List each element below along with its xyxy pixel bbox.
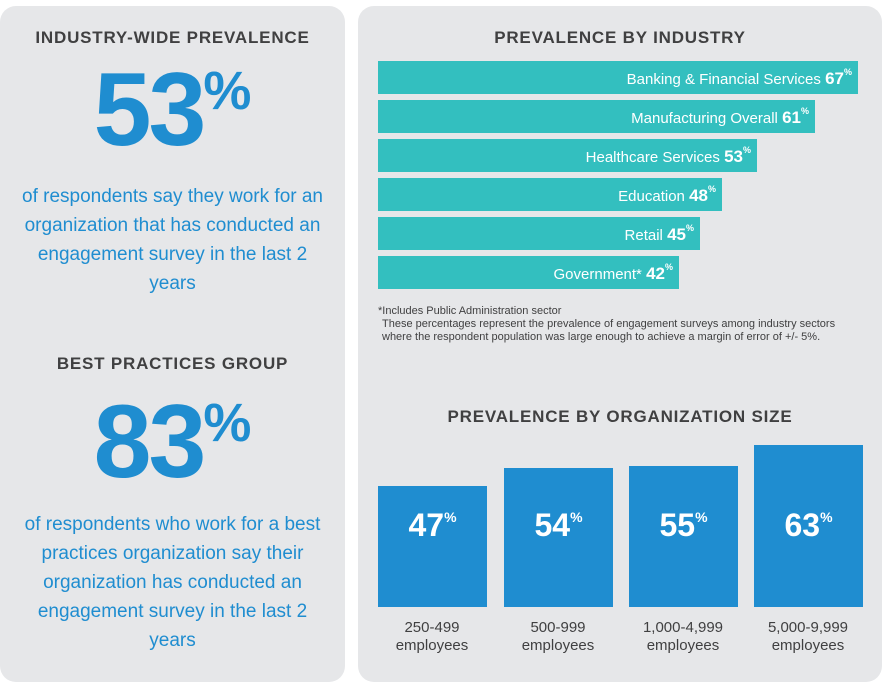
size-chart-title: PREVALENCE BY ORGANIZATION SIZE [447,407,793,426]
industry-wide-heading: INDUSTRY-WIDE PREVALENCE [35,28,310,47]
industry-category-label: Education [618,188,690,205]
size-category-range: 250-499 [404,619,460,636]
industry-bar-label: Government* 42% [553,262,673,284]
industry-category-label: Government* [553,266,647,283]
size-category-unit: employees [646,637,720,654]
industry-value-unit: % [800,106,809,116]
size-bar: 54% [504,468,613,607]
industry-bar-label: Retail 45% [624,223,694,245]
size-value-unit: % [695,509,708,525]
size-category-range: 1,000-4,999 [642,619,724,636]
best-practices-percent: 83% [0,390,345,494]
size-value-unit: % [820,509,833,525]
industry-wide-number: 53 [93,52,207,168]
size-category-unit: employees [521,637,595,654]
size-value-label: 47% [378,507,487,544]
industry-value-unit: % [742,145,751,155]
charts-panel: PREVALENCE BY INDUSTRY Banking & Financi… [358,6,882,682]
industry-value-number: 53 [724,147,743,166]
industry-wide-percent: 53% [0,58,345,162]
industry-bar: Manufacturing Overall 61% [378,100,815,133]
industry-value-unit: % [843,67,852,77]
industry-bar-label: Banking & Financial Services 67% [626,67,852,89]
industry-bar: Retail 45% [378,217,700,250]
size-value-label: 63% [754,507,863,544]
size-bar: 47% [378,486,487,607]
size-value-number: 54 [534,507,571,543]
industry-bar: Banking & Financial Services 67% [378,61,858,94]
industry-value-number: 67 [825,69,844,88]
industry-bar-label: Education 48% [618,184,716,206]
industry-value-number: 61 [782,108,801,127]
size-category-unit: employees [395,637,469,654]
size-value-label: 55% [629,507,738,544]
industry-category-label: Manufacturing Overall [631,110,783,127]
size-bar: 63% [754,445,863,607]
size-value-label: 54% [504,507,613,544]
size-value-number: 47 [408,507,445,543]
industry-value-number: 45 [667,225,686,244]
industry-value-label: 42% [646,262,673,283]
industry-category-label: Healthcare Services [585,149,725,166]
industry-wide-description: of respondents say they work for an orga… [22,186,323,294]
industry-value-number: 42 [646,264,665,283]
industry-bar-label: Healthcare Services 53% [585,145,751,167]
size-category-label: 500-999 employees [493,619,623,655]
industry-category-label: Banking & Financial Services [626,71,826,88]
best-practices-description: of respondents who work for a best pract… [24,514,321,651]
size-category-range: 5,000-9,999 [767,619,849,636]
industry-value-label: 67% [825,67,852,88]
size-value-unit: % [444,509,457,525]
industry-value-label: 61% [782,106,809,127]
industry-value-number: 48 [689,186,708,205]
industry-value-label: 48% [689,184,716,205]
industry-wide-percent-sign: % [203,61,252,121]
size-category-range: 500-999 [530,619,586,636]
footnote-asterisk: *Includes Public Administration sector [378,305,562,317]
size-category-label: 250-499 employees [367,619,497,655]
size-value-number: 55 [659,507,696,543]
industry-value-label: 53% [724,145,751,166]
size-value-unit: % [570,509,583,525]
size-bar-chart: 47% 250-499 employees 54% 500-999 employees 55… [378,436,863,666]
industry-bar: Healthcare Services 53% [378,139,757,172]
size-value-number: 63 [784,507,821,543]
size-category-label: 5,000-9,999 employees [743,619,873,655]
industry-value-unit: % [707,184,716,194]
industry-value-label: 45% [667,223,694,244]
best-practices-percent-sign: % [203,393,252,453]
industry-chart-title: PREVALENCE BY INDUSTRY [494,28,746,47]
industry-prevalence-panel: INDUSTRY-WIDE PREVALENCE 53% of responde… [0,6,345,682]
footnote-explanation: These percentages represent the prevalen… [382,318,836,343]
size-category-label: 1,000-4,999 employees [618,619,748,655]
footnote: *Includes Public Administration sector T… [378,305,858,344]
size-category-unit: employees [771,637,845,654]
best-practices-number: 83 [93,384,207,500]
size-bar: 55% [629,466,738,607]
industry-category-label: Retail [624,227,668,244]
industry-value-unit: % [664,262,673,272]
industry-bar-label: Manufacturing Overall 61% [631,106,809,128]
industry-bar: Education 48% [378,178,722,211]
best-practices-heading: BEST PRACTICES GROUP [56,354,289,373]
industry-bar: Government* 42% [378,256,679,289]
industry-value-unit: % [685,223,694,233]
